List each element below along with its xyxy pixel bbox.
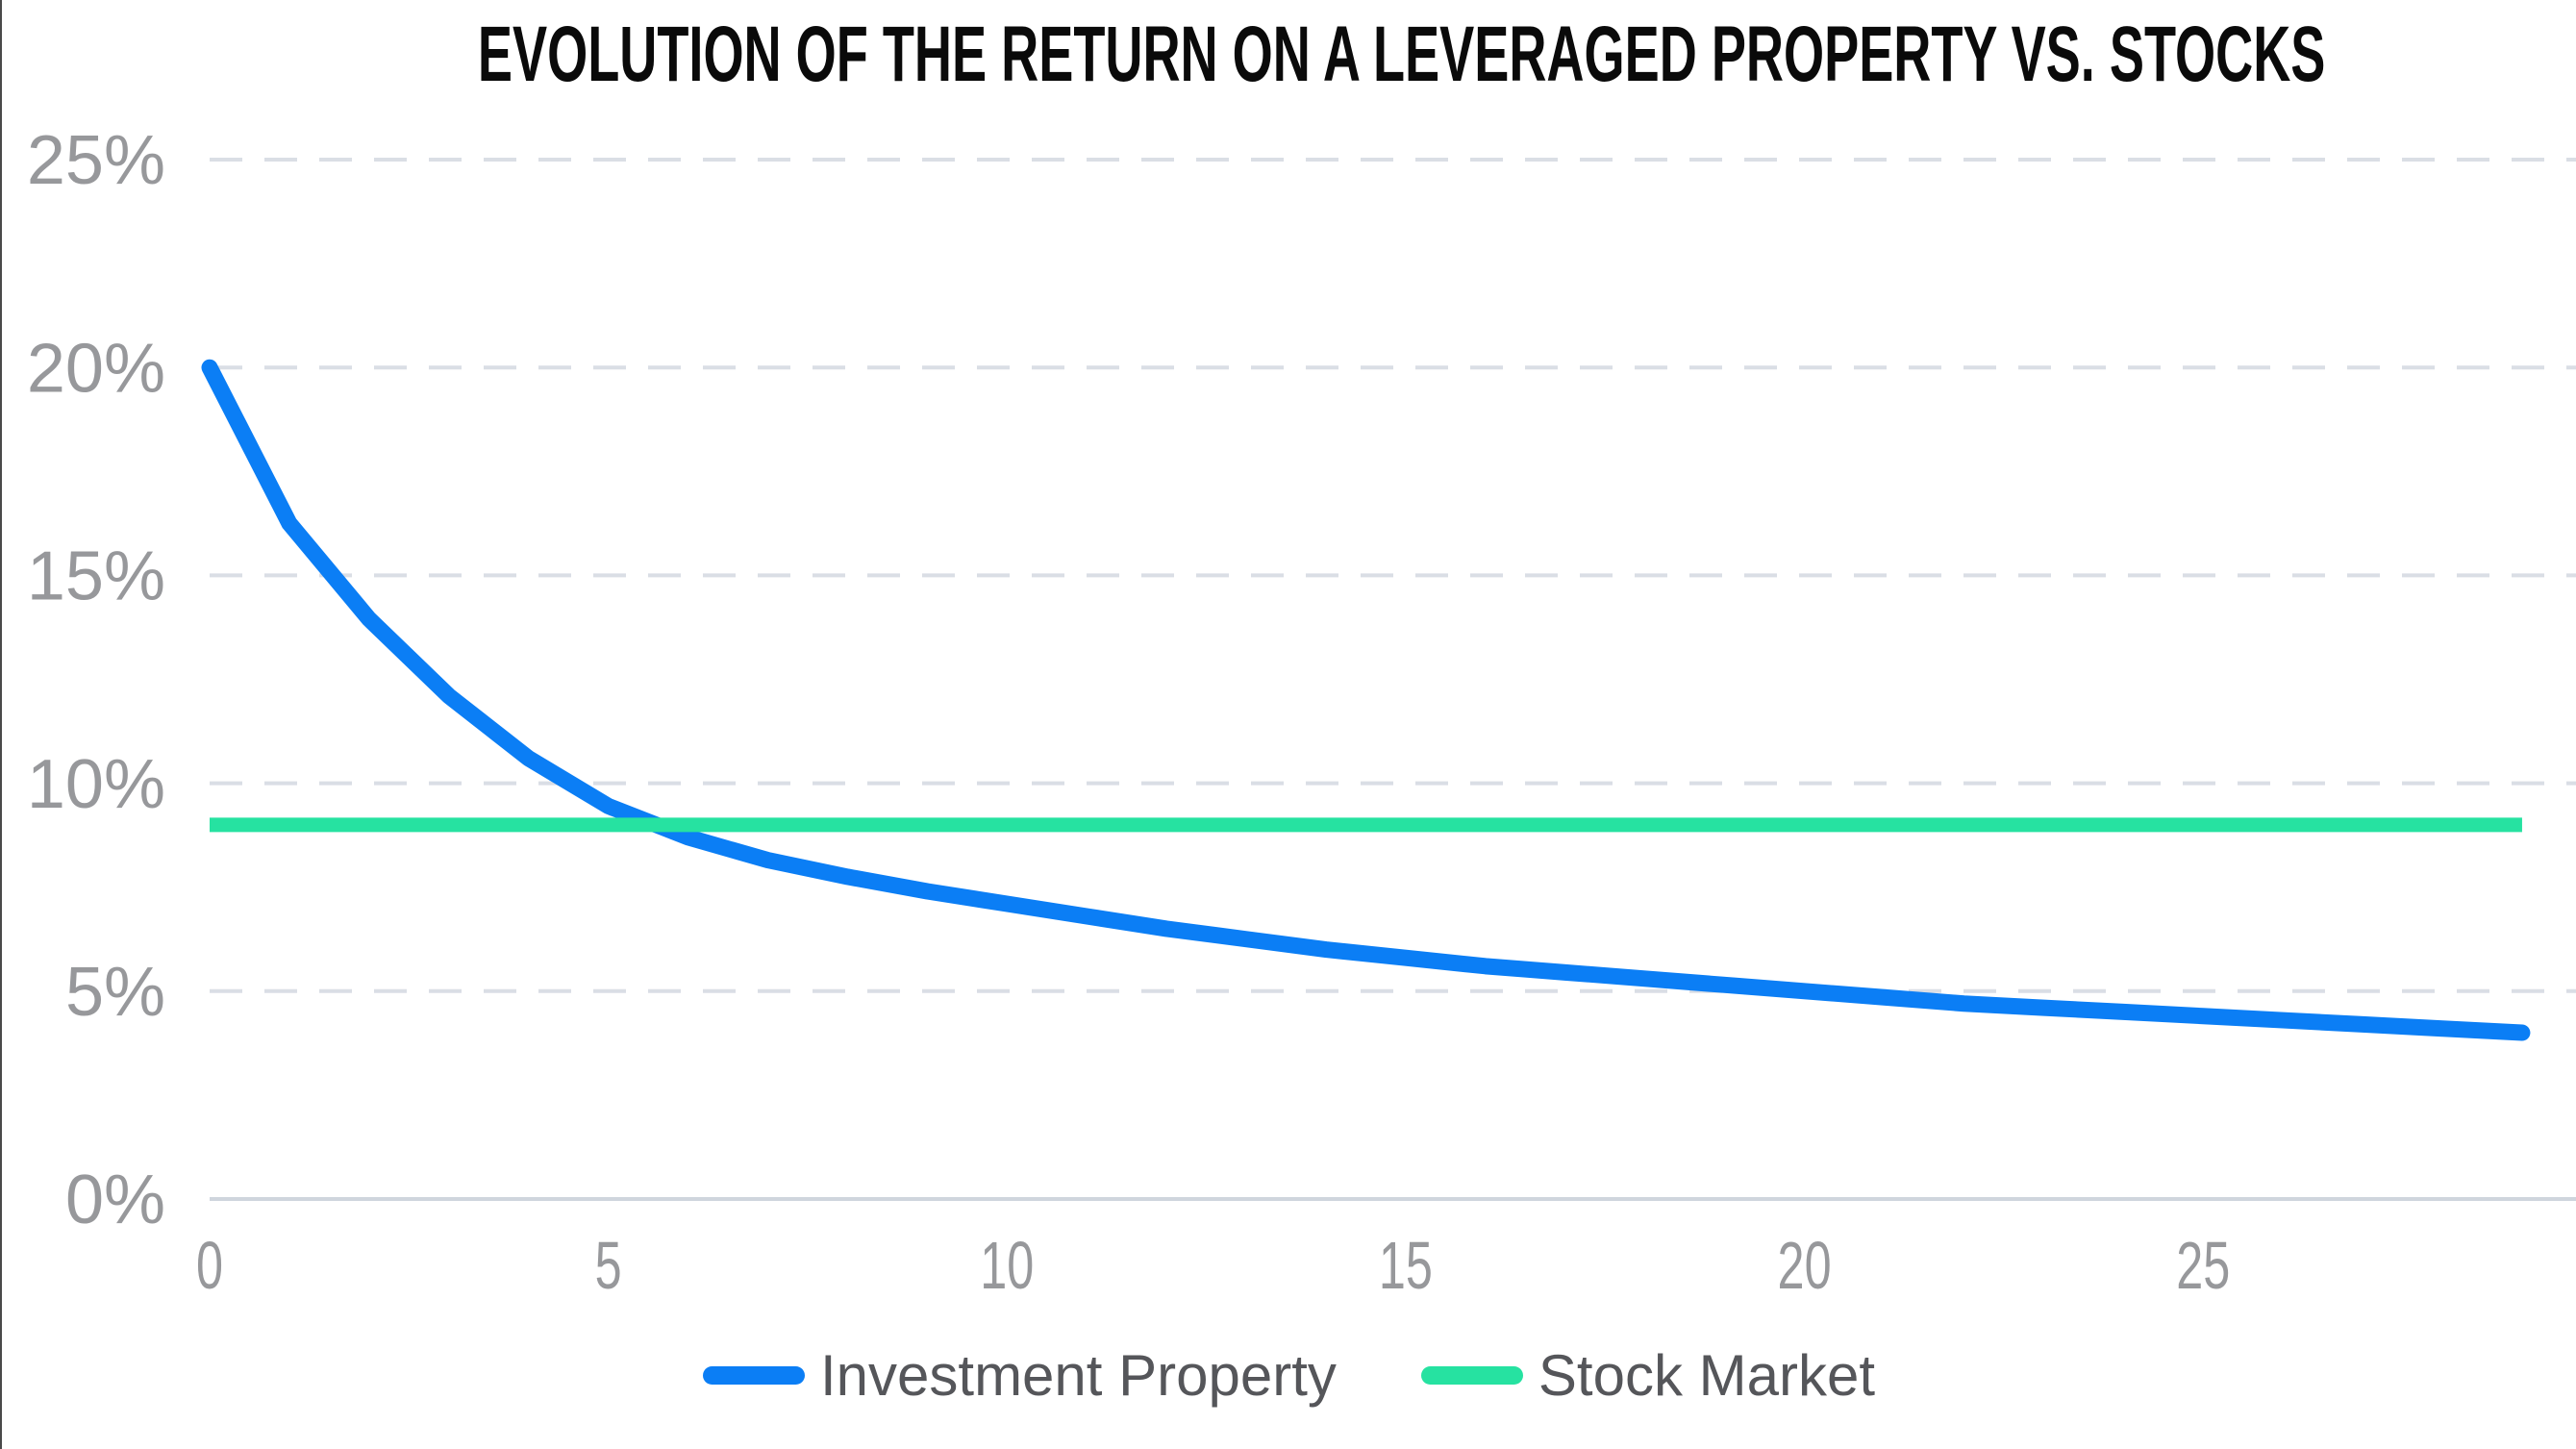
legend-item-stock-market[interactable]: Stock Market [1420,1342,1875,1409]
y-tick-label: 15% [27,538,165,615]
legend-item-investment-property[interactable]: Investment Property [702,1342,1337,1409]
chart-title: EVOLUTION OF THE RETURN ON A LEVERAGED P… [2,11,2576,98]
x-tick-label: 20 [1778,1228,1832,1303]
x-tick-label: 5 [595,1228,622,1303]
x-tick-label: 0 [196,1228,223,1303]
y-tick-label: 10% [27,746,165,823]
x-tick-label: 25 [2176,1228,2230,1303]
y-tick-label: 0% [65,1162,165,1238]
y-tick-label: 5% [65,954,165,1031]
series-line-investment-property[interactable] [201,359,2531,1041]
x-tick-label: 15 [1379,1228,1433,1303]
stock-market-line-swatch [1420,1366,1523,1385]
y-tick-label: 25% [27,122,165,199]
investment-property-line-swatch [702,1366,805,1385]
chart-legend: Investment Property Stock Market [2,1342,2576,1409]
y-tick-label: 20% [27,330,165,407]
chart-title-text: EVOLUTION OF THE RETURN ON A LEVERAGED P… [477,11,2326,98]
legend-label-stock-market: Stock Market [1538,1343,1875,1408]
legend-label-investment-property: Investment Property [819,1343,1337,1408]
x-tick-label: 10 [980,1228,1034,1303]
